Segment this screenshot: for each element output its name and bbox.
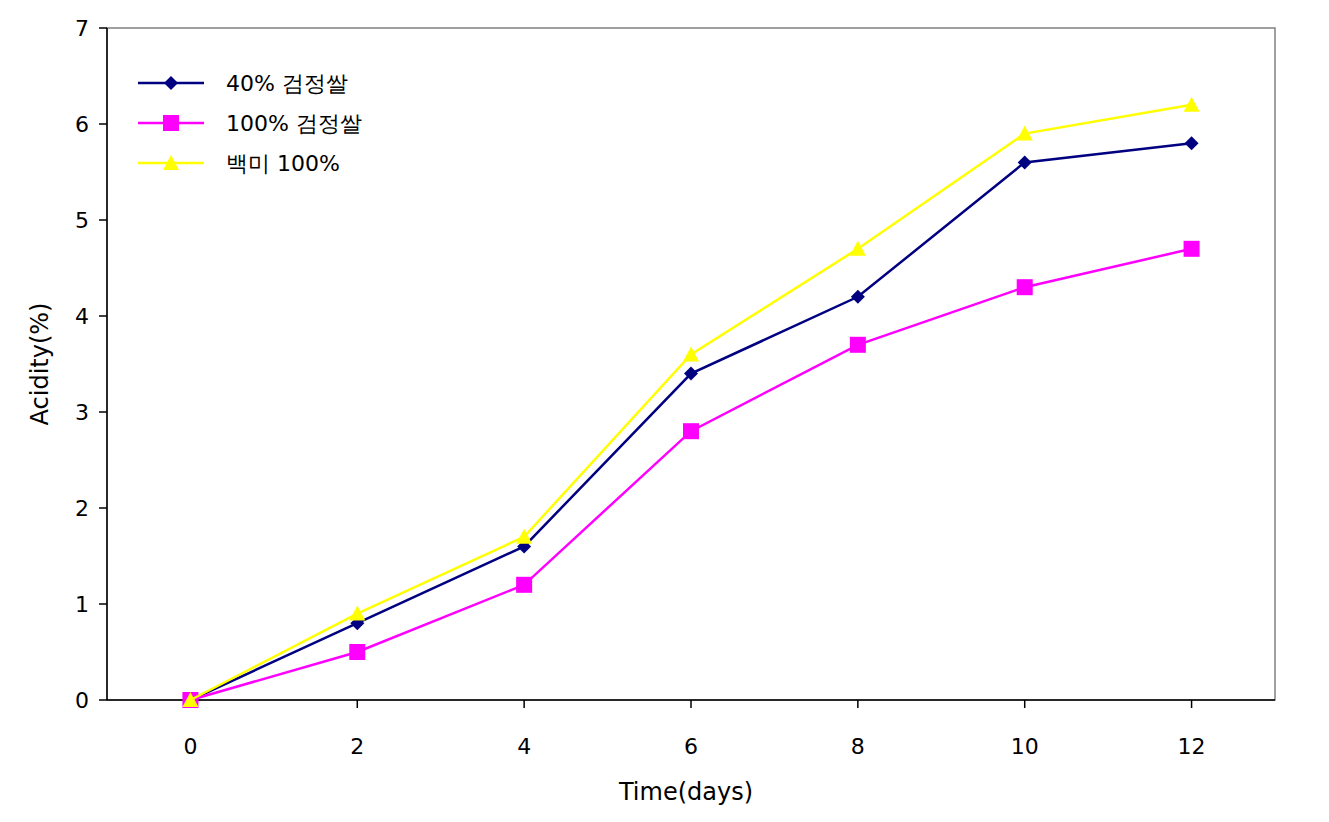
y-tick	[99, 507, 107, 509]
series-line	[190, 143, 1191, 700]
y-tick-label: 1	[75, 592, 89, 617]
x-tick	[523, 700, 525, 708]
y-axis	[106, 28, 108, 700]
series-line	[190, 249, 1191, 700]
y-tick-label: 6	[75, 112, 89, 137]
x-tick-label: 8	[851, 734, 865, 759]
series-marker	[850, 337, 866, 353]
y-tick-label: 5	[75, 208, 89, 233]
x-tick-label: 10	[1011, 734, 1039, 759]
x-tick	[357, 700, 359, 708]
series-marker	[1017, 279, 1033, 295]
series-marker	[516, 529, 532, 544]
series-marker	[1018, 155, 1032, 169]
series-marker	[349, 644, 365, 660]
y-tick	[99, 123, 107, 125]
legend-marker	[163, 155, 179, 170]
series-marker	[1017, 126, 1033, 141]
legend-label: 40% 검정쌀	[226, 71, 348, 96]
y-tick	[99, 699, 107, 701]
y-tick-label: 2	[75, 496, 89, 521]
plot-frame	[107, 28, 1275, 700]
y-tick	[99, 603, 107, 605]
x-tick-label: 0	[183, 734, 197, 759]
series-marker	[183, 693, 197, 707]
x-tick-label: 2	[350, 734, 364, 759]
series-marker	[1184, 97, 1200, 112]
series-marker	[182, 692, 198, 708]
x-tick-label: 6	[684, 734, 698, 759]
legend-label: 백미 100%	[226, 151, 340, 176]
series-marker	[516, 577, 532, 593]
series-marker	[182, 692, 198, 707]
series-marker	[850, 241, 866, 256]
series-marker	[851, 290, 865, 304]
series-marker	[684, 367, 698, 381]
x-tick	[690, 700, 692, 708]
x-tick-label: 4	[517, 734, 531, 759]
y-tick-label: 3	[75, 400, 89, 425]
y-tick-label: 7	[75, 16, 89, 41]
y-tick	[99, 27, 107, 29]
y-axis-title: Acidity(%)	[26, 303, 54, 426]
y-tick	[99, 411, 107, 413]
legend-marker	[164, 76, 178, 90]
y-tick-label: 0	[75, 688, 89, 713]
y-tick	[99, 315, 107, 317]
y-tick-label: 4	[75, 304, 89, 329]
legend-label: 100% 검정쌀	[226, 111, 362, 136]
legend: 40% 검정쌀 100% 검정쌀백미 100%	[138, 71, 362, 176]
x-tick-label: 12	[1178, 734, 1206, 759]
x-tick	[1024, 700, 1026, 708]
series-marker	[349, 606, 365, 621]
series-marker	[1185, 136, 1199, 150]
series-marker	[683, 346, 699, 361]
series-line	[190, 105, 1191, 700]
x-tick	[1191, 700, 1193, 708]
series-group	[182, 97, 1199, 708]
x-tick	[857, 700, 859, 708]
series-marker	[683, 423, 699, 439]
x-axis-title: Time(days)	[618, 778, 753, 806]
chart: 01234567024681012Time(days)Acidity(%)40%…	[0, 0, 1329, 822]
legend-marker	[163, 115, 179, 131]
series-marker	[1184, 241, 1200, 257]
y-tick	[99, 219, 107, 221]
